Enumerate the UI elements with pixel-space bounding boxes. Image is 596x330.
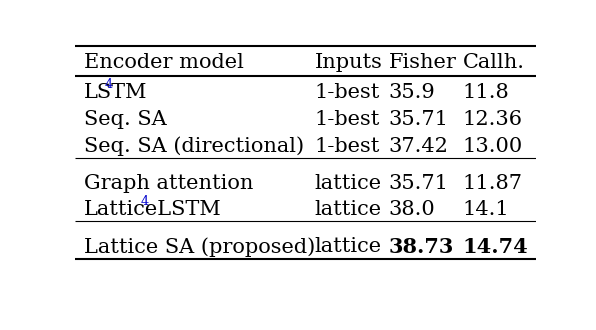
Text: Fisher: Fisher [389,53,457,72]
Text: 38.73: 38.73 [389,237,454,257]
Text: lattice: lattice [315,200,382,219]
Text: LSTM: LSTM [83,83,147,102]
Text: 14.1: 14.1 [462,200,509,219]
Text: 4: 4 [104,78,113,91]
Text: Seq. SA (directional): Seq. SA (directional) [83,137,304,156]
Text: Encoder model: Encoder model [83,53,244,72]
Text: Seq. SA: Seq. SA [83,110,166,129]
Text: 11.8: 11.8 [462,83,509,102]
Text: Graph attention: Graph attention [83,174,253,193]
Text: 13.00: 13.00 [462,137,523,156]
Text: 14.74: 14.74 [462,237,528,257]
Text: 1-best: 1-best [315,83,380,102]
Text: 35.9: 35.9 [389,83,435,102]
Text: 1-best: 1-best [315,137,380,156]
Text: 35.71: 35.71 [389,110,449,129]
Text: 37.42: 37.42 [389,137,448,156]
Text: lattice: lattice [315,237,382,256]
Text: 1-best: 1-best [315,110,380,129]
Text: Inputs: Inputs [315,53,383,72]
Text: 35.71: 35.71 [389,174,449,193]
Text: lattice: lattice [315,174,382,193]
Text: 38.0: 38.0 [389,200,435,219]
Text: 4: 4 [141,195,149,208]
Text: Callh.: Callh. [462,53,524,72]
Text: LatticeLSTM: LatticeLSTM [83,200,221,219]
Text: Lattice SA (proposed): Lattice SA (proposed) [83,237,315,256]
Text: 12.36: 12.36 [462,110,523,129]
Text: 11.87: 11.87 [462,174,523,193]
